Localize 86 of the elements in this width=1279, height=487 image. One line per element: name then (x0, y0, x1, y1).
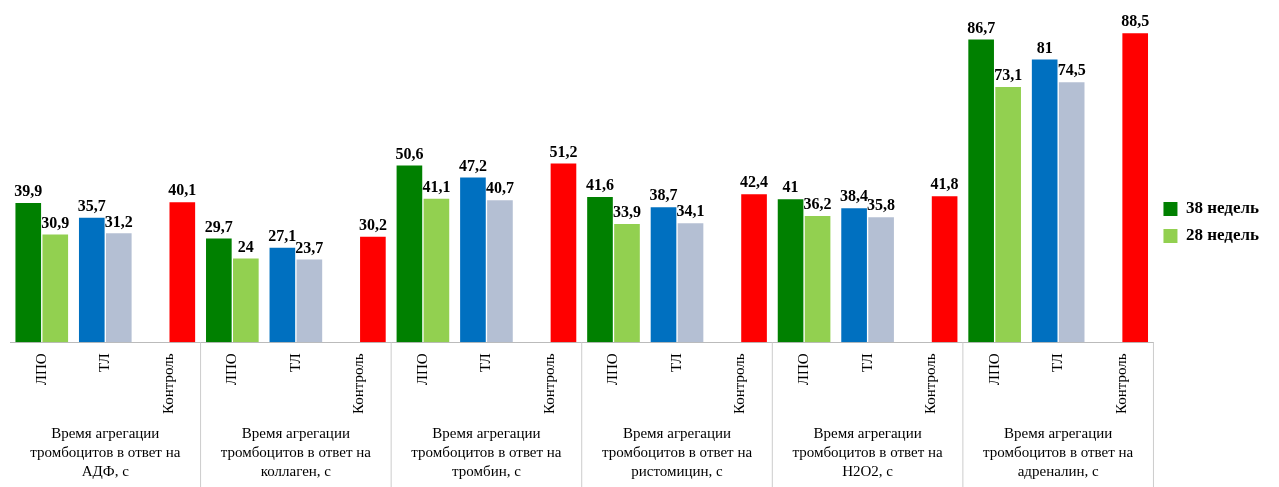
data-label: 74,5 (1057, 61, 1086, 79)
data-label: 38,4 (840, 187, 869, 205)
x-tick-label: ТЛ (477, 353, 494, 372)
text: Время агрегации тромбоцитов в ответ на ристомицин, с (601, 425, 753, 480)
bar (550, 163, 577, 343)
data-label: 34,1 (676, 202, 705, 220)
data-label: 40,1 (168, 181, 197, 199)
data-label: 23,7 (295, 238, 324, 256)
bar (396, 165, 423, 343)
data-label: 38,7 (649, 186, 678, 204)
data-label: 41,8 (930, 175, 959, 193)
data-label: 33,9 (612, 203, 641, 221)
x-tick-label: Контроль (922, 353, 939, 414)
data-label: 86,7 (967, 18, 996, 36)
x-tick-label: ЛПО (223, 353, 240, 386)
data-label: 81 (1036, 38, 1053, 56)
bar (677, 223, 704, 343)
data-label: 39,9 (14, 182, 43, 200)
data-label: 40,7 (485, 179, 514, 197)
x-tick-label: ТЛ (667, 353, 684, 372)
x-tick-label: ТЛ (858, 353, 875, 372)
text: Время агрегации тромбоцитов в ответ на Н2О2, с (792, 425, 944, 480)
text: Время агрегации тромбоцитов в ответ на тромбин, с (411, 425, 562, 480)
bar (841, 208, 867, 343)
data-label: 73,1 (994, 66, 1023, 84)
x-tick-label: Контроль (159, 353, 176, 414)
bar (931, 196, 958, 343)
data-label: 35,8 (867, 196, 896, 214)
bar (169, 202, 196, 343)
x-tick-label: ТЛ (96, 353, 113, 372)
bar (587, 197, 613, 343)
bar (487, 200, 513, 343)
data-label: 31,2 (104, 212, 133, 230)
data-label: 29,7 (204, 217, 233, 235)
bar (614, 223, 640, 343)
x-tick-label: Контроль (350, 353, 367, 414)
legend-label: 28 недель (1185, 225, 1260, 245)
data-label: 51,2 (549, 142, 578, 160)
bar (1122, 33, 1149, 343)
x-tick-label: ЛПО (604, 353, 621, 386)
x-tick-label: Контроль (1112, 353, 1129, 414)
x-tick-label: ЛПО (32, 353, 49, 386)
bar (206, 238, 232, 343)
bar (15, 202, 42, 343)
bar (1058, 82, 1085, 343)
data-label: 30,2 (358, 216, 387, 234)
text: Время агрегации тромбоцитов в ответ на коллаген, с (220, 425, 372, 480)
text: Время агрегации тромбоцитов в ответ на адреналин, с (983, 425, 1134, 480)
x-tick-label: ЛПО (985, 353, 1002, 386)
bar (105, 233, 132, 343)
bar (741, 194, 767, 343)
bar (42, 234, 69, 343)
data-label: 41,6 (585, 176, 614, 194)
bar (460, 177, 486, 343)
data-label: 50,6 (395, 144, 424, 162)
bar (868, 217, 894, 343)
x-tick-label: ТЛ (1049, 353, 1066, 372)
bar (360, 236, 386, 343)
bar (296, 259, 323, 343)
bar (233, 258, 259, 343)
data-label: 30,9 (41, 213, 70, 231)
bar (650, 207, 677, 343)
data-label: 27,1 (268, 226, 297, 244)
x-tick-label: Контроль (731, 353, 748, 414)
data-label: 47,2 (458, 156, 487, 174)
x-tick-label: ТЛ (286, 353, 303, 372)
bar (777, 199, 804, 343)
bar (804, 215, 831, 343)
data-label: 36,2 (803, 195, 832, 213)
data-label: 41 (782, 178, 799, 196)
x-tick-label: ЛПО (795, 353, 812, 386)
bar (269, 247, 296, 343)
text: Время агрегации тромбоцитов в ответ на АДФ, с (30, 425, 181, 480)
data-label: 24 (237, 237, 254, 255)
bar (78, 217, 105, 343)
data-label: 35,7 (77, 196, 106, 214)
bar (1031, 59, 1058, 343)
bar (968, 39, 994, 343)
x-tick-label: ЛПО (413, 353, 430, 386)
data-label: 41,1 (422, 177, 451, 195)
x-tick-label: Контроль (540, 353, 557, 414)
bar (423, 198, 450, 343)
bar (995, 87, 1021, 343)
legend-label: 38 недель (1185, 198, 1260, 218)
data-label: 42,4 (740, 173, 769, 191)
data-label: 88,5 (1121, 12, 1150, 30)
